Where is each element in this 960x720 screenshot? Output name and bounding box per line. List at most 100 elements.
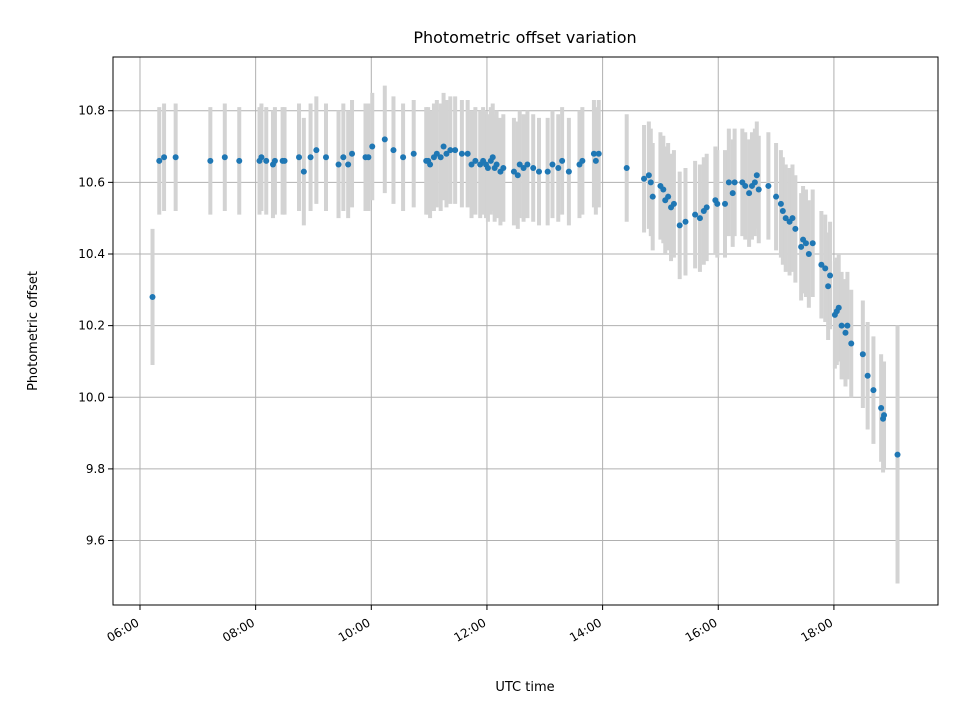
y-tick-label: 10.2 xyxy=(78,319,105,333)
data-point xyxy=(433,150,440,157)
data-point xyxy=(258,154,265,161)
data-point xyxy=(172,154,179,161)
data-point xyxy=(645,172,652,179)
data-point xyxy=(729,190,736,197)
data-point xyxy=(818,261,825,268)
data-point xyxy=(649,193,656,200)
data-point xyxy=(335,161,342,168)
data-point xyxy=(665,193,672,200)
y-axis-label: Photometric offset xyxy=(26,271,41,391)
data-point xyxy=(789,215,796,222)
data-point xyxy=(682,218,689,225)
data-point xyxy=(782,215,789,222)
data-point xyxy=(825,283,832,290)
data-point xyxy=(802,240,809,247)
y-tick-label: 10.8 xyxy=(78,104,105,118)
data-point xyxy=(565,168,572,175)
data-point xyxy=(520,165,527,172)
data-point xyxy=(464,150,471,157)
data-point xyxy=(516,161,523,168)
data-point xyxy=(440,143,447,150)
data-point xyxy=(755,186,762,193)
data-point xyxy=(161,154,168,161)
data-point xyxy=(765,182,772,189)
data-point xyxy=(549,161,556,168)
data-point xyxy=(838,322,845,329)
data-point xyxy=(692,211,699,218)
data-point xyxy=(544,168,551,175)
data-point xyxy=(447,147,454,154)
data-point xyxy=(773,193,780,200)
data-point xyxy=(296,154,303,161)
data-point xyxy=(579,157,586,164)
data-point xyxy=(722,200,729,207)
chart-title: Photometric offset variation xyxy=(413,28,636,47)
data-point xyxy=(753,172,760,179)
data-point xyxy=(427,161,434,168)
data-point xyxy=(365,154,372,161)
data-point xyxy=(307,154,314,161)
data-point xyxy=(510,168,517,175)
data-point xyxy=(779,208,786,215)
data-point xyxy=(746,190,753,197)
data-point xyxy=(827,272,834,279)
data-point xyxy=(555,165,562,172)
y-tick-label: 10.6 xyxy=(78,175,105,189)
data-point xyxy=(592,157,599,164)
data-point xyxy=(848,340,855,347)
data-point xyxy=(489,154,496,161)
data-point xyxy=(514,172,521,179)
data-point xyxy=(881,412,888,419)
data-point xyxy=(805,250,812,257)
data-point xyxy=(742,182,749,189)
data-point xyxy=(322,154,329,161)
data-point xyxy=(864,372,871,379)
data-point xyxy=(751,179,758,186)
data-point xyxy=(468,161,475,168)
data-point xyxy=(452,147,459,154)
data-point xyxy=(835,304,842,311)
data-point xyxy=(809,240,816,247)
data-point xyxy=(236,157,243,164)
data-point xyxy=(535,168,542,175)
data-point xyxy=(221,154,228,161)
data-point xyxy=(842,329,849,336)
data-point xyxy=(647,179,654,186)
data-point xyxy=(859,351,866,358)
y-tick-label: 10.4 xyxy=(78,247,105,261)
y-tick-label: 9.6 xyxy=(86,534,105,548)
data-point xyxy=(822,265,829,272)
data-point xyxy=(894,451,901,458)
y-axis-ticks: 9.6 9.8 10.0 10.2 10.4 10.6 10.8 xyxy=(78,104,113,548)
x-axis-label: UTC time xyxy=(495,680,554,695)
data-points xyxy=(149,136,901,458)
data-point xyxy=(313,147,320,154)
data-point xyxy=(595,150,602,157)
data-point xyxy=(340,154,347,161)
data-point xyxy=(777,200,784,207)
data-point xyxy=(149,293,156,300)
data-point xyxy=(207,157,214,164)
data-point xyxy=(300,168,307,175)
data-point xyxy=(500,165,507,172)
data-point xyxy=(870,387,877,394)
plot-frame xyxy=(112,56,939,606)
data-point xyxy=(369,143,376,150)
data-point xyxy=(271,157,278,164)
data-point xyxy=(844,322,851,329)
data-point xyxy=(281,157,288,164)
data-point xyxy=(792,225,799,232)
data-point xyxy=(696,215,703,222)
data-point xyxy=(493,161,500,168)
data-point xyxy=(400,154,407,161)
data-point xyxy=(410,150,417,157)
data-point xyxy=(524,161,531,168)
data-point xyxy=(878,405,885,412)
data-point xyxy=(437,154,444,161)
data-point xyxy=(731,179,738,186)
data-point xyxy=(798,243,805,250)
data-point xyxy=(156,157,163,164)
data-point xyxy=(725,179,732,186)
data-point xyxy=(458,150,465,157)
